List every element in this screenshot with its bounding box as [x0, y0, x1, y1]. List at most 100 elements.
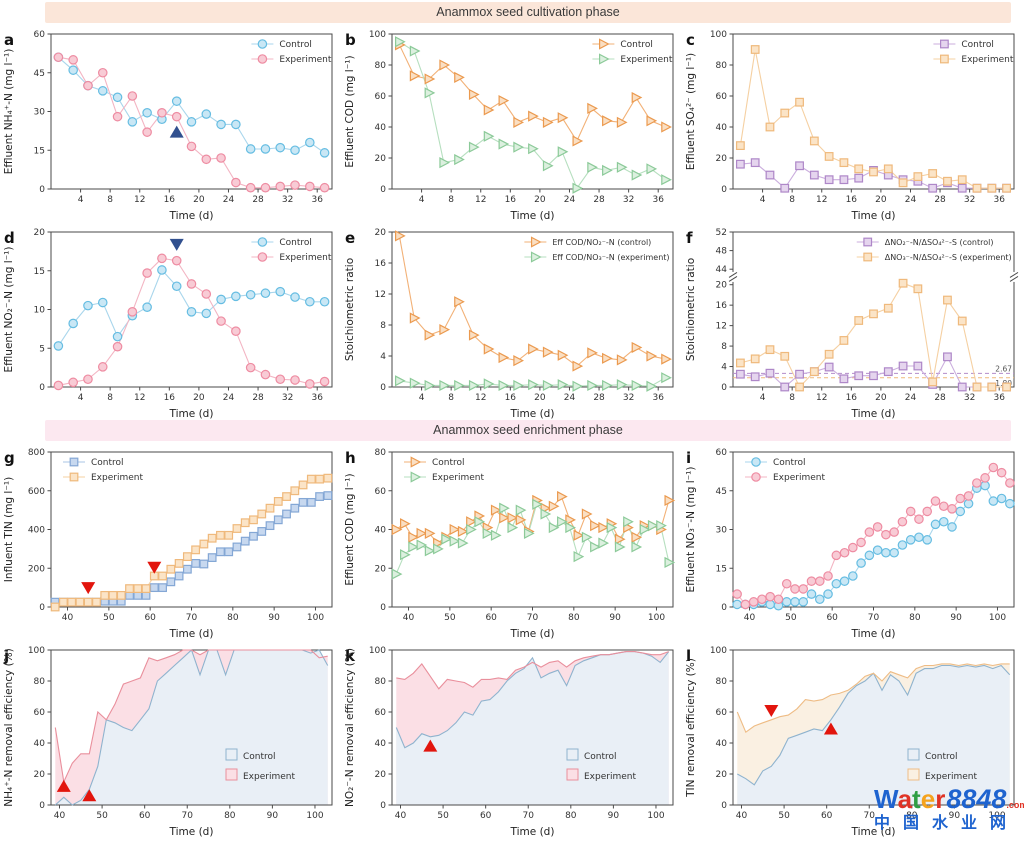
svg-text:Time (d): Time (d) — [510, 408, 555, 420]
svg-text:j: j — [3, 647, 9, 665]
panel-h: 40 50 60 70 80 90 100 0 20 40 60 80 Control Experimen… — [342, 444, 682, 640]
svg-text:20: 20 — [534, 393, 546, 403]
svg-text:60: 60 — [716, 448, 728, 458]
svg-text:90: 90 — [949, 811, 961, 821]
svg-text:28: 28 — [252, 195, 264, 205]
svg-text:Control: Control — [279, 40, 312, 50]
svg-text:80: 80 — [34, 677, 46, 687]
svg-text:36: 36 — [652, 393, 664, 403]
svg-text:ΔNO₃⁻-N/ΔSO₄²⁻-S (experiment): ΔNO₃⁻-N/ΔSO₄²⁻-S (experiment) — [885, 253, 1012, 262]
svg-text:80: 80 — [716, 61, 728, 71]
svg-text:90: 90 — [268, 613, 280, 623]
svg-text:60: 60 — [375, 708, 387, 718]
svg-text:Experiment: Experiment — [620, 55, 672, 65]
svg-text:32: 32 — [623, 393, 634, 403]
panel-i: 40 50 60 70 80 90 100 0 15 30 45 60 Control Experimen… — [683, 444, 1023, 640]
chart-k: 40 50 60 70 80 90 100 0 20 40 60 80 100 Control Experi… — [344, 646, 674, 838]
svg-text:50: 50 — [778, 811, 790, 821]
svg-text:70: 70 — [527, 613, 539, 623]
chart-d: 4 8 12 16 20 24 28 32 36 0 5 10 15 20 Control Experimen… — [3, 228, 333, 420]
svg-text:40: 40 — [716, 739, 728, 749]
svg-text:e: e — [345, 229, 355, 247]
svg-text:ΔNO₂⁻-N/ΔSO₄²⁻-S (control): ΔNO₂⁻-N/ΔSO₄²⁻-S (control) — [885, 238, 994, 247]
svg-text:16: 16 — [375, 259, 387, 269]
svg-text:70: 70 — [186, 613, 198, 623]
svg-text:36: 36 — [993, 195, 1005, 205]
legend-f: ΔNO₂⁻-N/ΔSO₄²⁻-S (control) ΔNO₃⁻-N/ΔSO₄²⁻… — [856, 237, 1012, 262]
svg-text:40: 40 — [375, 123, 387, 133]
svg-text:k: k — [345, 647, 356, 665]
svg-text:40: 40 — [375, 526, 387, 536]
svg-text:0: 0 — [380, 383, 386, 393]
svg-text:80: 80 — [375, 61, 387, 71]
svg-text:60: 60 — [34, 708, 46, 718]
svg-text:100: 100 — [306, 811, 323, 821]
chart-l: 40 50 60 70 80 90 100 0 20 40 60 80 100 Control Experi… — [685, 646, 1015, 838]
annotation-down-triangle — [764, 704, 779, 717]
svg-text:NH₄⁺-N removal efficiency (%): NH₄⁺-N removal efficiency (%) — [3, 648, 15, 807]
svg-text:Effluent NO₂⁻-N (mg l⁻¹): Effluent NO₂⁻-N (mg l⁻¹) — [3, 247, 15, 373]
svg-text:40: 40 — [716, 123, 728, 133]
svg-text:60: 60 — [485, 613, 497, 623]
svg-text:70: 70 — [523, 811, 535, 821]
svg-text:Control: Control — [620, 40, 653, 50]
svg-text:80: 80 — [375, 448, 387, 458]
panel-g: 40 50 60 70 80 90 100 0 200 400 600 800 Control Exper… — [1, 444, 341, 640]
svg-text:Experiment: Experiment — [279, 55, 331, 65]
svg-text:80: 80 — [224, 811, 236, 821]
svg-text:8: 8 — [789, 393, 795, 403]
svg-text:0: 0 — [39, 801, 45, 811]
svg-text:45: 45 — [716, 487, 727, 497]
watermark: Water8848.com 中国水业网 — [874, 786, 1024, 832]
chart-i: 40 50 60 70 80 90 100 0 15 30 45 60 Control Experimen… — [685, 448, 1015, 640]
svg-text:l: l — [686, 647, 691, 665]
svg-text:20: 20 — [875, 393, 887, 403]
svg-text:10: 10 — [34, 306, 46, 316]
svg-text:70: 70 — [864, 811, 876, 821]
svg-text:80: 80 — [906, 811, 918, 821]
chart-g: 40 50 60 70 80 90 100 0 200 400 600 800 Control Exper… — [3, 448, 333, 640]
svg-text:0: 0 — [39, 383, 45, 393]
svg-text:Time (d): Time (d) — [510, 210, 555, 222]
panel-l: 40 50 60 70 80 90 100 0 20 40 60 80 100 Control Experi… — [683, 642, 1023, 838]
annotation-up-triangle — [82, 789, 97, 802]
svg-text:Effluent NO₃⁻-N (mg l⁻¹): Effluent NO₃⁻-N (mg l⁻¹) — [685, 467, 697, 593]
svg-text:60: 60 — [821, 811, 833, 821]
svg-text:32: 32 — [282, 195, 293, 205]
svg-text:4: 4 — [419, 393, 425, 403]
chart-b: 4 8 12 16 20 24 28 32 36 0 20 40 60 80 100 Control Exper… — [344, 30, 674, 222]
annotation-up-triangle — [56, 779, 71, 792]
svg-text:100: 100 — [988, 811, 1005, 821]
svg-text:0: 0 — [721, 383, 727, 393]
watermark-com: .com — [1006, 800, 1024, 810]
svg-text:40: 40 — [403, 613, 415, 623]
svg-text:Control: Control — [773, 458, 806, 468]
chart-h: 40 50 60 70 80 90 100 0 20 40 60 80 Control Experimen… — [344, 448, 676, 640]
svg-text:20: 20 — [716, 770, 728, 780]
panel-k: 40 50 60 70 80 90 100 0 20 40 60 80 100 Control Experi… — [342, 642, 682, 838]
svg-text:Control: Control — [243, 752, 276, 762]
legend-j: Control Experiment — [225, 748, 295, 782]
svg-text:32: 32 — [282, 393, 293, 403]
svg-text:20: 20 — [716, 281, 728, 291]
svg-text:Time (d): Time (d) — [169, 826, 214, 838]
svg-text:Influent TIN (mg l⁻¹): Influent TIN (mg l⁻¹) — [3, 477, 15, 582]
svg-text:16: 16 — [846, 393, 858, 403]
svg-text:NO₂⁻-N removal efficiency (%): NO₂⁻-N removal efficiency (%) — [344, 648, 356, 807]
svg-text:40: 40 — [395, 811, 407, 821]
svg-text:4: 4 — [760, 393, 766, 403]
svg-text:40: 40 — [736, 811, 748, 821]
svg-text:Time (d): Time (d) — [510, 628, 555, 640]
watermark-number: 8848 — [946, 784, 1007, 814]
svg-text:32: 32 — [623, 195, 634, 205]
svg-text:30: 30 — [34, 108, 46, 118]
svg-text:15: 15 — [34, 146, 45, 156]
svg-text:800: 800 — [28, 448, 45, 458]
annotation-up-triangle — [169, 125, 184, 138]
svg-text:90: 90 — [950, 613, 962, 623]
chart-f: 48121620242832360481216204448522.671.80Δ… — [685, 228, 1019, 420]
svg-text:36: 36 — [652, 195, 664, 205]
legend-d: Control Experiment — [251, 237, 332, 263]
watermark-chinese: 中国水业网 — [874, 815, 1020, 832]
svg-text:50: 50 — [437, 811, 449, 821]
